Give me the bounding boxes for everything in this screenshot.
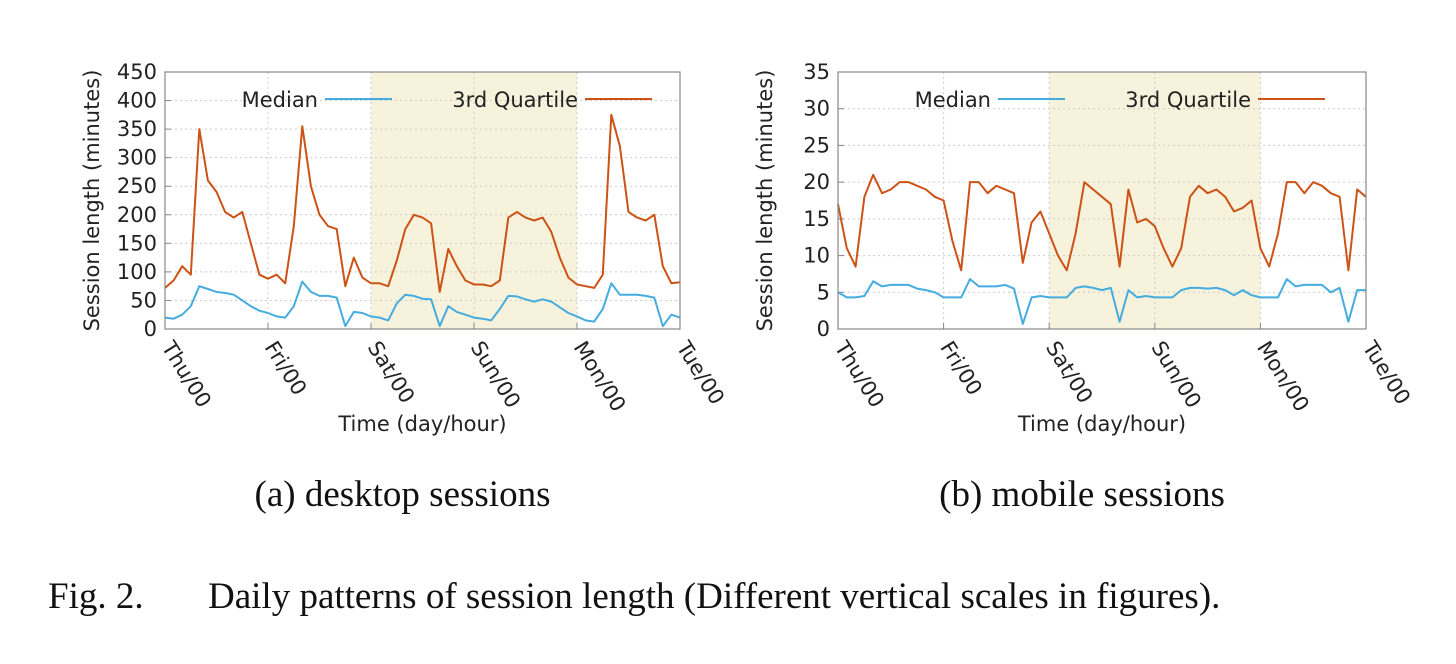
- legend-label: 3rd Quartile: [1125, 88, 1251, 112]
- legend-label: Median: [915, 88, 991, 112]
- chart-caption: (a) desktop sessions: [255, 474, 551, 515]
- y-tick-label: 300: [117, 146, 157, 170]
- y-tick-label: 10: [803, 244, 830, 268]
- x-axis-label: Time (day/hour): [337, 412, 506, 436]
- weekend-shade: [371, 72, 577, 329]
- y-tick-label: 400: [117, 89, 157, 113]
- y-tick-label: 0: [144, 317, 157, 341]
- x-tick-label: Sat/00: [1041, 337, 1098, 408]
- chart: 0 50 100 150 200 250 300 350 400 450 Thu/00 Fri/00 S…: [80, 60, 729, 515]
- y-tick-label: 150: [117, 231, 157, 255]
- y-axis-label: Session length (minutes): [753, 70, 777, 332]
- series-line: [837, 173, 1367, 272]
- chart: 0 5 10 15 20 25 30 35 Thu/00 Fri/00 Sat/00 Sun/00 Mo…: [753, 60, 1415, 515]
- y-tick-label: 15: [803, 207, 830, 231]
- series-line: [164, 113, 681, 293]
- y-tick-label: 35: [803, 60, 830, 84]
- y-tick-label: 30: [803, 97, 830, 121]
- figure-label: Fig. 2.: [48, 576, 144, 617]
- x-tick-label: Thu/00: [156, 336, 216, 412]
- x-tick-label: Sun/00: [1147, 337, 1206, 412]
- x-tick-label: Fri/00: [260, 337, 312, 400]
- x-tick-label: Tue/00: [1357, 336, 1415, 409]
- x-tick-label: Tue/00: [671, 336, 729, 409]
- y-tick-label: 250: [117, 174, 157, 198]
- plot-frame: [837, 71, 1367, 330]
- x-tick-label: Sun/00: [466, 337, 525, 412]
- y-tick-label: 50: [130, 288, 157, 312]
- figure-caption: Daily patterns of session length (Differ…: [208, 576, 1220, 617]
- y-tick-label: 350: [117, 117, 157, 141]
- x-tick-label: Fri/00: [935, 337, 987, 400]
- y-tick-label: 0: [817, 317, 830, 341]
- y-tick-label: 5: [817, 280, 830, 304]
- series-line: [164, 280, 681, 328]
- y-axis-label: Session length (minutes): [80, 70, 104, 332]
- x-axis-label: Time (day/hour): [1017, 412, 1186, 436]
- y-tick-label: 20: [803, 170, 830, 194]
- y-tick-label: 100: [117, 260, 157, 284]
- plot-frame: [164, 71, 681, 330]
- x-tick-label: Thu/00: [829, 336, 889, 412]
- legend-label: Median: [242, 88, 318, 112]
- chart-caption: (b) mobile sessions: [939, 474, 1225, 515]
- legend-label: 3rd Quartile: [452, 88, 578, 112]
- x-tick-label: Sat/00: [363, 337, 420, 408]
- y-tick-label: 200: [117, 203, 157, 227]
- x-tick-label: Mon/00: [569, 337, 631, 416]
- y-tick-label: 450: [117, 60, 157, 84]
- series-line: [837, 278, 1366, 325]
- x-tick-label: Mon/00: [1252, 337, 1314, 416]
- y-tick-label: 25: [803, 133, 830, 157]
